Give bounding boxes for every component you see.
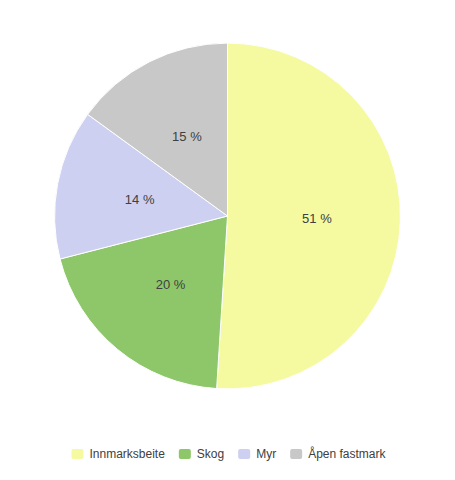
svg-text:15 %: 15 % bbox=[172, 129, 202, 144]
svg-text:Skog: Skog bbox=[197, 447, 224, 461]
svg-text:Myr: Myr bbox=[256, 447, 276, 461]
svg-text:Innmarksbeite: Innmarksbeite bbox=[89, 447, 165, 461]
svg-text:20 %: 20 % bbox=[156, 277, 186, 292]
svg-text:14 %: 14 % bbox=[125, 192, 155, 207]
svg-text:Åpen fastmark: Åpen fastmark bbox=[308, 446, 386, 461]
svg-text:51 %: 51 % bbox=[302, 211, 332, 226]
